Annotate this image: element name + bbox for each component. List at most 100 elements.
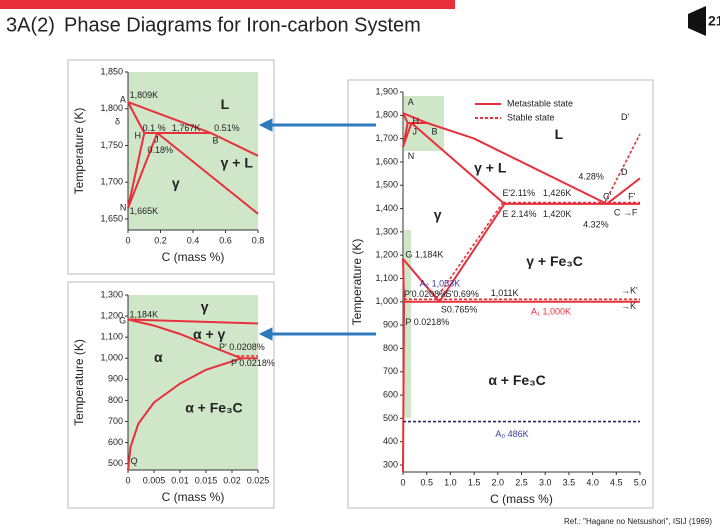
phase-label: γ + Fe₃C [526, 253, 583, 269]
y-tick-label: 1,800 [100, 103, 123, 113]
phase-label: L [221, 96, 230, 112]
zoom-arrow [258, 118, 376, 341]
y-tick-label: 600 [108, 437, 123, 447]
annotation: H [135, 130, 142, 140]
annotation: E 2.14% [503, 209, 537, 219]
annotation: B [213, 135, 219, 145]
phase-label: γ + L [221, 155, 254, 171]
y-tick-label: 1,100 [100, 332, 123, 342]
annotation: 1,184K [130, 309, 159, 319]
annotation: 1,420K [543, 209, 572, 219]
annotation: P 0.0218% [231, 358, 275, 368]
x-tick-label: 0.5 [420, 477, 433, 487]
y-tick-label: 1,850 [100, 66, 123, 76]
y-tick-label: 300 [383, 459, 398, 469]
annotation: →K [621, 301, 636, 311]
x-tick-label: 0.8 [252, 235, 265, 245]
y-tick-label: 1,100 [375, 273, 398, 283]
y-tick-label: 800 [108, 395, 123, 405]
x-tick-label: 2.0 [492, 477, 505, 487]
phase-boundary [127, 357, 242, 471]
annotation: 1,011K [491, 288, 519, 298]
annotation: J [154, 135, 159, 145]
annotation: J [412, 127, 417, 137]
x-tick-label: 5.0 [634, 477, 647, 487]
x-tick-label: 4.0 [586, 477, 599, 487]
x-tick-label: 1.0 [444, 477, 457, 487]
phase-label: γ [201, 298, 209, 314]
y-axis-label: Temperature (K) [350, 239, 364, 326]
annotation: 0.1 % [143, 123, 166, 133]
y-tick-label: 1,500 [375, 180, 398, 190]
x-tick-label: 0.01 [171, 475, 189, 485]
x-tick-label: 3.0 [539, 477, 552, 487]
x-tick-label: 0 [125, 475, 130, 485]
y-tick-label: 1,700 [375, 133, 398, 143]
zoom-region [404, 230, 411, 418]
annotation: 4.32% [583, 219, 609, 229]
phase-boundary [127, 132, 146, 209]
annotation: δ [115, 116, 120, 126]
phase-label: α + Fe₃C [185, 400, 242, 416]
annotation: S'0.69% [446, 289, 479, 299]
y-tick-label: 1,200 [375, 250, 398, 260]
y-tick-label: 1,000 [375, 296, 398, 306]
x-tick-label: 0.005 [143, 475, 166, 485]
y-tick-label: 1,900 [375, 86, 398, 96]
annotation: A [120, 94, 126, 104]
phase-label: α + γ [193, 326, 226, 342]
x-tick-label: 0.025 [247, 475, 270, 485]
annotation: D' [621, 112, 629, 122]
annotation: G [119, 316, 126, 326]
annotation: G 1,184K [405, 250, 443, 260]
annotation: C →F [614, 208, 638, 218]
annotation: 1,809K [130, 90, 159, 100]
logo-text: 21 [708, 13, 720, 29]
y-tick-label: 1,650 [100, 213, 123, 223]
x-tick-label: 2.5 [515, 477, 528, 487]
annotation: 1,426K [543, 188, 572, 198]
phase-boundary [402, 258, 441, 303]
annotation: →K' [621, 286, 638, 296]
annotation: C' [603, 191, 611, 201]
annotation: N [120, 202, 127, 212]
x-tick-label: 0.6 [219, 235, 232, 245]
x-tick-label: 0 [400, 477, 405, 487]
phase-label: α + Fe₃C [488, 372, 545, 388]
y-tick-label: 1,300 [100, 289, 123, 299]
phase-label: γ [434, 206, 442, 222]
annotation: F' [628, 191, 635, 201]
legend-label: Metastable state [507, 98, 573, 108]
logo: 21 [688, 6, 720, 36]
annotation: P'0.0208% [404, 289, 447, 299]
y-axis-label: Temperature (K) [72, 339, 86, 426]
x-tick-label: 0 [125, 235, 130, 245]
phase-boundary [438, 203, 506, 303]
header-bar [0, 0, 455, 9]
x-axis-label: C (mass %) [162, 490, 225, 504]
annotation: H [412, 116, 419, 126]
y-tick-label: 1,200 [100, 310, 123, 320]
x-axis-label: C (mass %) [162, 250, 225, 264]
annotation: 0.18% [148, 145, 174, 155]
annotation: 0.51% [214, 123, 240, 133]
phase-boundary [402, 112, 409, 124]
x-tick-label: 4.5 [610, 477, 623, 487]
y-tick-label: 1,000 [100, 353, 123, 363]
y-tick-label: 900 [383, 320, 398, 330]
annotation: S0.765% [441, 304, 478, 314]
phase-boundary [127, 318, 259, 325]
phase-boundary [402, 301, 405, 473]
x-tick-label: 0.015 [195, 475, 218, 485]
x-tick-label: 0.4 [187, 235, 200, 245]
x-tick-label: 0.2 [154, 235, 167, 245]
annotation: A₂ 1,053K [420, 279, 461, 289]
annotation: Q [131, 456, 138, 466]
phase-boundary [156, 132, 259, 215]
phase-label: α [154, 349, 163, 365]
y-tick-label: 1,750 [100, 140, 123, 150]
y-tick-label: 500 [383, 413, 398, 423]
phase-boundary [402, 122, 413, 148]
annotation: A₁ 1,000K [531, 307, 571, 317]
